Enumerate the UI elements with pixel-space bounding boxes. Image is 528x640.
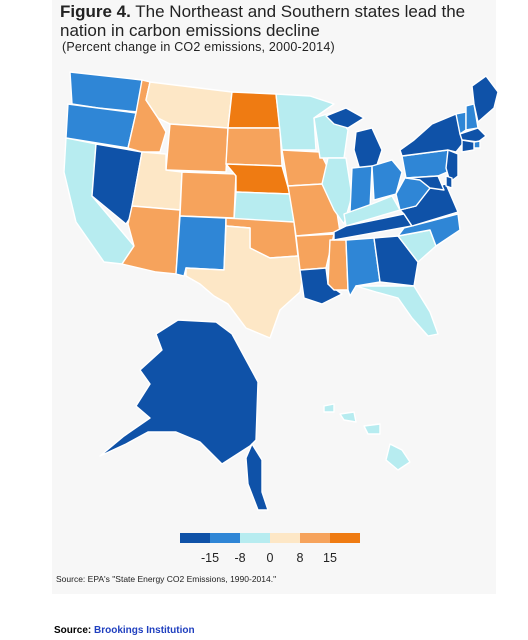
state-hi-big (385, 443, 411, 471)
footer-prefix: Source: (54, 625, 95, 636)
figure-subtitle: (Percent change in CO2 emissions, 2000-2… (62, 40, 335, 54)
state-de (445, 175, 453, 189)
state-mi-upper (325, 107, 365, 129)
state-ne (225, 163, 291, 195)
page-footer: Source: Brookings Institution (54, 625, 195, 636)
figure-title-text: The Northeast and Southern states lead t… (60, 2, 466, 40)
state-wy (165, 123, 229, 173)
legend-tick: -8 (234, 551, 246, 565)
state-ny (399, 113, 465, 157)
state-ks (233, 191, 295, 223)
state-nc (397, 213, 461, 247)
source-note: Source: EPA's "State Energy CO2 Emission… (56, 574, 277, 584)
legend-tick: 8 (296, 551, 304, 565)
state-nj (445, 149, 459, 183)
state-il (321, 157, 353, 225)
state-nd (227, 91, 281, 129)
legend-swatch-3 (270, 533, 300, 543)
legend-swatch-0 (180, 533, 210, 543)
state-ak (99, 319, 259, 465)
state-ct (461, 139, 475, 153)
state-ma (459, 127, 487, 143)
state-tx (185, 225, 305, 339)
state-la (299, 267, 343, 305)
state-hi-kauai (323, 403, 335, 413)
state-fl (355, 285, 439, 337)
state-ky (343, 195, 401, 227)
state-hi-maui (363, 423, 381, 435)
state-hi-oahu (339, 411, 357, 423)
state-ms (327, 239, 349, 291)
state-sd (225, 127, 283, 167)
state-ri (473, 140, 481, 149)
figure-title: Figure 4. The Northeast and Southern sta… (60, 2, 490, 40)
legend-swatch-4 (300, 533, 330, 543)
legend-tick: 0 (266, 551, 274, 565)
legend-swatch-2 (240, 533, 270, 543)
state-az (121, 205, 181, 275)
state-ak-panhandle (245, 443, 269, 511)
brookings-link[interactable]: Brookings Institution (94, 625, 195, 636)
state-me (471, 75, 499, 123)
legend-swatch-1 (210, 533, 240, 543)
figure-label: Figure 4. (60, 2, 131, 21)
state-md (405, 175, 445, 191)
legend-tick: 15 (323, 551, 337, 565)
legend-tick: -15 (200, 551, 220, 565)
legend-swatch-5 (330, 533, 360, 543)
state-co (179, 171, 237, 219)
state-nm (175, 215, 227, 277)
state-oh (371, 159, 403, 201)
